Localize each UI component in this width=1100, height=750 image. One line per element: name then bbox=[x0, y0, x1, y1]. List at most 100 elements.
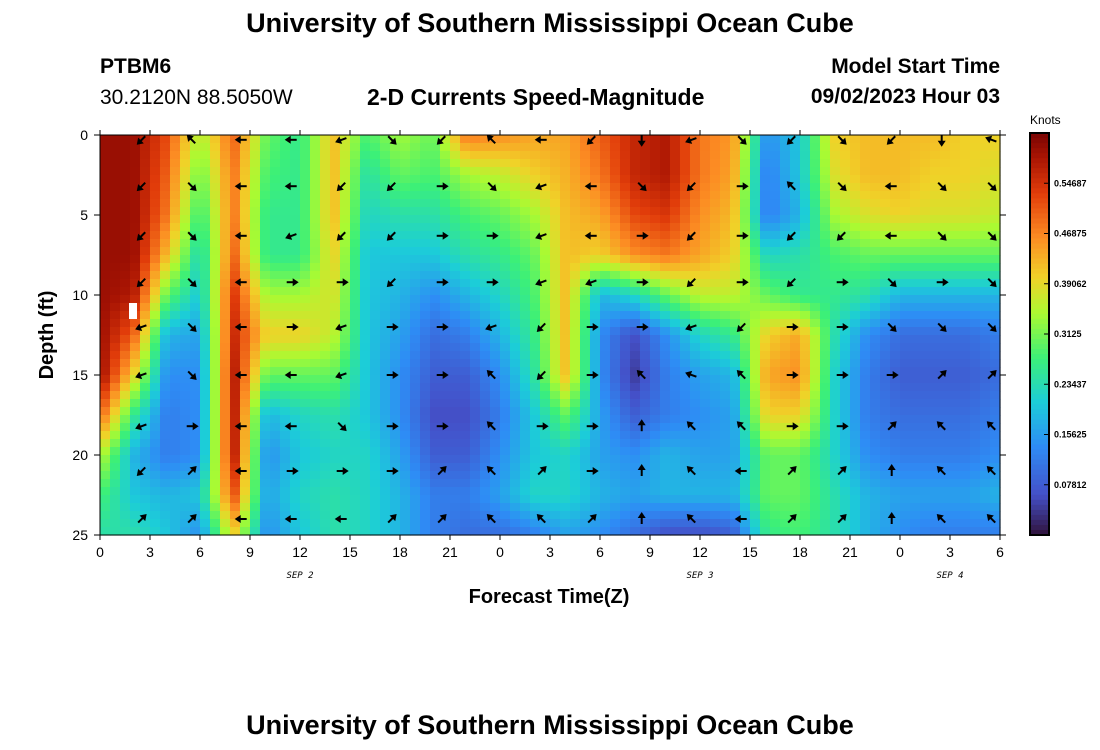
heatmap-cell bbox=[710, 287, 721, 296]
heatmap-cell bbox=[810, 463, 821, 472]
heatmap-cell bbox=[200, 327, 211, 336]
heatmap-cell bbox=[140, 527, 151, 536]
heatmap-cell bbox=[760, 391, 771, 400]
heatmap-cell bbox=[360, 271, 371, 280]
heatmap-cell bbox=[490, 255, 501, 264]
heatmap-cell bbox=[990, 159, 1001, 168]
heatmap-cell bbox=[810, 247, 821, 256]
heatmap-cell bbox=[470, 183, 481, 192]
heatmap-cell bbox=[250, 239, 261, 248]
heatmap-cell bbox=[460, 495, 471, 504]
heatmap-cell bbox=[460, 143, 471, 152]
heatmap-cell bbox=[690, 143, 701, 152]
heatmap-cell bbox=[490, 271, 501, 280]
heatmap-cell bbox=[310, 399, 321, 408]
heatmap-cell bbox=[120, 271, 131, 280]
heatmap-cell bbox=[100, 295, 111, 304]
heatmap-cell bbox=[130, 527, 141, 536]
heatmap-cell bbox=[180, 223, 191, 232]
heatmap-cell bbox=[330, 295, 341, 304]
heatmap-cell bbox=[110, 463, 121, 472]
heatmap-cell bbox=[560, 407, 571, 416]
colorbar-unit: Knots bbox=[1030, 113, 1061, 127]
heatmap-cell bbox=[480, 375, 491, 384]
heatmap-cell bbox=[420, 159, 431, 168]
heatmap-cell bbox=[760, 383, 771, 392]
heatmap-cell bbox=[890, 135, 901, 144]
heatmap-cell bbox=[960, 215, 971, 224]
heatmap-cell bbox=[230, 239, 241, 248]
heatmap-cell bbox=[490, 447, 501, 456]
heatmap-cell bbox=[450, 151, 461, 160]
heatmap-cell bbox=[510, 319, 521, 328]
heatmap-cell bbox=[770, 519, 781, 528]
heatmap-cell bbox=[770, 183, 781, 192]
heatmap-cell bbox=[210, 159, 221, 168]
heatmap-cell bbox=[790, 135, 801, 144]
heatmap-cell bbox=[530, 327, 541, 336]
heatmap-cell bbox=[510, 423, 521, 432]
heatmap-cell bbox=[800, 287, 811, 296]
heatmap-cell bbox=[570, 295, 581, 304]
heatmap-cell bbox=[540, 455, 551, 464]
heatmap-cell bbox=[540, 351, 551, 360]
heatmap-cell bbox=[360, 199, 371, 208]
heatmap-cell bbox=[140, 367, 151, 376]
heatmap-cell bbox=[760, 311, 771, 320]
colorbar-segment bbox=[1030, 243, 1049, 250]
heatmap-cell bbox=[180, 511, 191, 520]
heatmap-cell bbox=[160, 247, 171, 256]
heatmap-cell bbox=[430, 271, 441, 280]
heatmap-cell bbox=[390, 431, 401, 440]
heatmap-cell bbox=[380, 439, 391, 448]
heatmap-cell bbox=[910, 295, 921, 304]
heatmap-cell bbox=[110, 215, 121, 224]
heatmap-cell bbox=[960, 223, 971, 232]
heatmap-cell bbox=[870, 143, 881, 152]
heatmap-cell bbox=[190, 503, 201, 512]
heatmap-cell bbox=[710, 255, 721, 264]
heatmap-cell bbox=[390, 367, 401, 376]
heatmap-cell bbox=[870, 287, 881, 296]
heatmap-cell bbox=[380, 191, 391, 200]
heatmap-cell bbox=[300, 175, 311, 184]
heatmap-cell bbox=[380, 359, 391, 368]
heatmap-cell bbox=[450, 407, 461, 416]
heatmap-cell bbox=[790, 239, 801, 248]
heatmap-cell bbox=[970, 527, 981, 536]
heatmap-cell bbox=[500, 231, 511, 240]
colorbar-segment bbox=[1030, 163, 1049, 169]
heatmap-cell bbox=[780, 287, 791, 296]
current-arrow bbox=[686, 277, 696, 288]
colorbar-segment bbox=[1030, 133, 1049, 139]
heatmap-cell bbox=[990, 319, 1001, 328]
heatmap-cell bbox=[890, 191, 901, 200]
heatmap-cell bbox=[260, 215, 271, 224]
heatmap-cell bbox=[700, 135, 711, 144]
heatmap-cell bbox=[720, 239, 731, 248]
heatmap-cell bbox=[720, 455, 731, 464]
heatmap-cell bbox=[240, 415, 251, 424]
heatmap-cell bbox=[630, 287, 641, 296]
heatmap-cell bbox=[200, 511, 211, 520]
heatmap-cell bbox=[830, 479, 841, 488]
heatmap-cell bbox=[140, 415, 151, 424]
heatmap-cell bbox=[750, 191, 761, 200]
heatmap-cell bbox=[340, 439, 351, 448]
heatmap-cell bbox=[850, 415, 861, 424]
heatmap-cell bbox=[140, 175, 151, 184]
heatmap-cell bbox=[670, 327, 681, 336]
current-arrow bbox=[386, 231, 396, 241]
heatmap-cell bbox=[800, 359, 811, 368]
heatmap-cell bbox=[920, 351, 931, 360]
heatmap-cell bbox=[600, 383, 611, 392]
heatmap-cell bbox=[930, 439, 941, 448]
heatmap-cell bbox=[400, 335, 411, 344]
heatmap-cell bbox=[320, 143, 331, 152]
heatmap-cell bbox=[320, 295, 331, 304]
heatmap-cell bbox=[310, 231, 321, 240]
heatmap-cell bbox=[400, 319, 411, 328]
heatmap-cell bbox=[400, 279, 411, 288]
heatmap-cell bbox=[340, 503, 351, 512]
heatmap-cell bbox=[410, 271, 421, 280]
